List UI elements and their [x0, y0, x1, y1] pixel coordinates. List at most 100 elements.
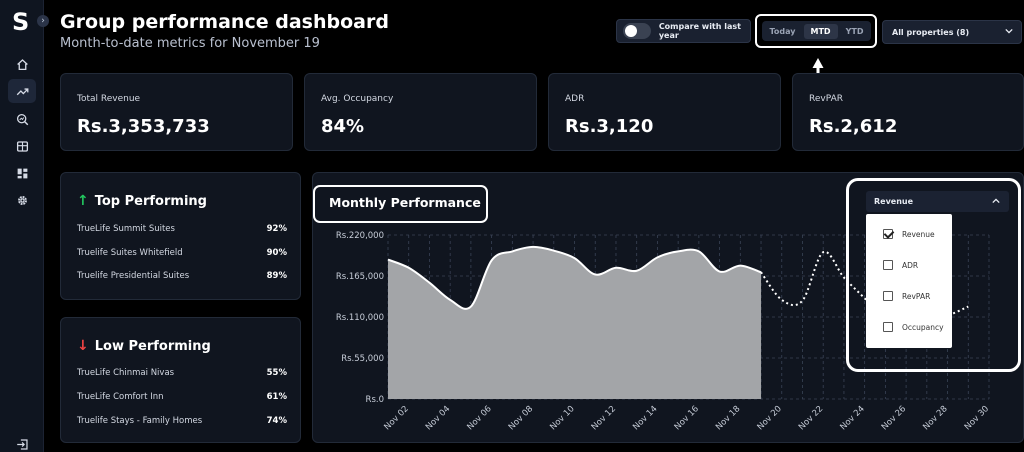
kpi-label: RevPAR	[809, 94, 843, 104]
sidebar-item-logout[interactable]	[8, 432, 36, 452]
x-tick-label: Nov 06	[465, 404, 493, 432]
property-name: TrueLife Summit Suites	[77, 224, 175, 234]
chart-title: Monthly Performance	[329, 195, 481, 210]
metric-option-occupancy[interactable]: Occupancy	[883, 321, 944, 333]
page-title: Group performance dashboard	[60, 11, 389, 33]
metric-option-revenue[interactable]: Revenue	[883, 228, 935, 240]
metric-dropdown-highlight-frame	[846, 178, 1021, 372]
checkbox[interactable]	[883, 291, 893, 301]
y-tick-label: Rs.165,000	[336, 272, 384, 282]
property-pct: 55%	[266, 368, 287, 378]
y-tick-label: Rs.220,000	[336, 231, 384, 241]
kpi-label: Total Revenue	[77, 94, 141, 104]
metric-select-value: Revenue	[874, 197, 914, 206]
x-tick-label: Nov 08	[507, 404, 535, 432]
checkbox-checked[interactable]	[883, 229, 893, 239]
metric-dropdown-menu: Revenue ADR RevPAR Occupancy	[866, 214, 952, 348]
list-item[interactable]: TrueLife Chinmai Nivas 55%	[77, 368, 287, 382]
property-pct: 74%	[266, 416, 287, 426]
period-highlight-frame	[755, 14, 877, 48]
list-item[interactable]: Truelife Suites Whitefield 90%	[77, 248, 287, 262]
x-tick-label: Nov 14	[631, 404, 659, 432]
metric-option-adr[interactable]: ADR	[883, 259, 918, 271]
low-performing-title: ↓ Low Performing	[77, 338, 211, 354]
list-item[interactable]: Truelife Presidential Suites 89%	[77, 271, 287, 285]
x-tick-label: Nov 04	[424, 404, 452, 432]
revenue-line	[387, 245, 762, 310]
metric-option-label: RevPAR	[902, 291, 931, 301]
property-pct: 92%	[266, 224, 287, 234]
projected-line	[760, 250, 969, 325]
gear-icon	[17, 195, 27, 205]
property-name: TrueLife Comfort Inn	[77, 392, 164, 402]
trending-icon	[16, 87, 28, 95]
dashboard-icon	[17, 168, 27, 178]
property-select[interactable]: All properties (8)	[882, 20, 1022, 44]
metric-option-label: Occupancy	[902, 322, 944, 332]
compare-label: Compare with last year	[658, 22, 741, 40]
period-mtd-button[interactable]: MTD	[803, 23, 838, 39]
monthly-performance-chart: Rs.0 Rs.55,000 Rs.110,000 Rs.165,000 Rs.220,…	[336, 231, 991, 432]
x-tick-label: Nov 26	[880, 404, 908, 432]
kpi-card-revpar: RevPAR Rs.2,612	[792, 73, 1024, 151]
chart-title-highlight-frame	[313, 185, 488, 223]
kpi-label: ADR	[565, 94, 585, 104]
y-tick-label: Rs.55,000	[341, 354, 384, 364]
sidebar-item-performance[interactable]	[8, 79, 36, 103]
x-tick-label: Nov 18	[714, 404, 742, 432]
arrow-down-icon: ↓	[77, 338, 89, 354]
top-performing-title: ↑ Top Performing	[77, 193, 207, 209]
period-segmented-control: Today MTD YTD	[762, 21, 871, 41]
metric-option-revpar[interactable]: RevPAR	[883, 290, 930, 302]
period-ytd-button[interactable]: YTD	[845, 26, 864, 36]
sidebar-item-insights[interactable]	[8, 107, 36, 131]
kpi-card-avg-occupancy: Avg. Occupancy 84%	[304, 73, 537, 151]
sidebar-item-home[interactable]	[8, 52, 36, 76]
property-name: TrueLife Chinmai Nivas	[77, 368, 175, 378]
kpi-label: Avg. Occupancy	[321, 94, 394, 104]
kpi-card-total-revenue: Total Revenue Rs.3,353,733	[60, 73, 293, 151]
x-tick-label: Nov 02	[382, 404, 410, 432]
chevron-down-icon	[1005, 28, 1013, 34]
low-performing-card: ↓ Low Performing TrueLife Chinmai Nivas …	[60, 317, 301, 443]
property-name: Truelife Presidential Suites	[77, 271, 190, 281]
table-icon	[16, 140, 28, 152]
sidebar-item-tables[interactable]	[8, 134, 36, 158]
checkbox[interactable]	[883, 322, 893, 332]
compare-last-year-toggle[interactable]: Compare with last year	[616, 19, 751, 43]
search-chart-icon	[16, 113, 28, 125]
logout-icon	[16, 438, 28, 450]
period-today-button[interactable]: Today	[769, 26, 796, 36]
toggle-switch[interactable]	[623, 23, 651, 39]
metric-select[interactable]: Revenue	[866, 191, 1009, 212]
sidebar-item-settings[interactable]	[8, 188, 36, 212]
kpi-value: 84%	[321, 116, 365, 137]
x-tick-label: Nov 12	[590, 404, 618, 432]
property-name: Truelife Suites Whitefield	[77, 248, 183, 258]
x-tick-label: Nov 10	[548, 404, 576, 432]
page-subtitle: Month-to-date metrics for November 19	[60, 36, 320, 51]
kpi-value: Rs.3,353,733	[77, 116, 210, 137]
top-performing-card: ↑ Top Performing TrueLife Summit Suites …	[60, 172, 301, 300]
property-pct: 90%	[266, 248, 287, 258]
top-performing-label: Top Performing	[94, 193, 207, 209]
property-select-value: All properties (8)	[892, 27, 970, 37]
property-pct: 89%	[266, 271, 287, 281]
home-icon	[16, 58, 28, 70]
property-pct: 61%	[266, 392, 287, 402]
x-tick-label: Nov 16	[673, 404, 701, 432]
y-tick-label: Rs.110,000	[336, 313, 384, 323]
metric-option-label: ADR	[902, 260, 919, 270]
sidebar-item-dashboard[interactable]	[8, 161, 36, 185]
checkbox[interactable]	[883, 260, 893, 270]
metric-option-label: Revenue	[902, 229, 935, 239]
list-item[interactable]: Truelife Stays - Family Homes 74%	[77, 416, 287, 430]
app-logo[interactable]: S	[12, 8, 30, 36]
list-item[interactable]: TrueLife Summit Suites 92%	[77, 224, 287, 238]
list-item[interactable]: TrueLife Comfort Inn 61%	[77, 392, 287, 406]
kpi-value: Rs.2,612	[809, 116, 898, 137]
property-name: Truelife Stays - Family Homes	[77, 416, 203, 426]
sidebar-collapse-button[interactable]: ›	[37, 15, 49, 27]
x-tick-label: Nov 20	[756, 404, 784, 432]
kpi-card-adr: ADR Rs.3,120	[548, 73, 781, 151]
